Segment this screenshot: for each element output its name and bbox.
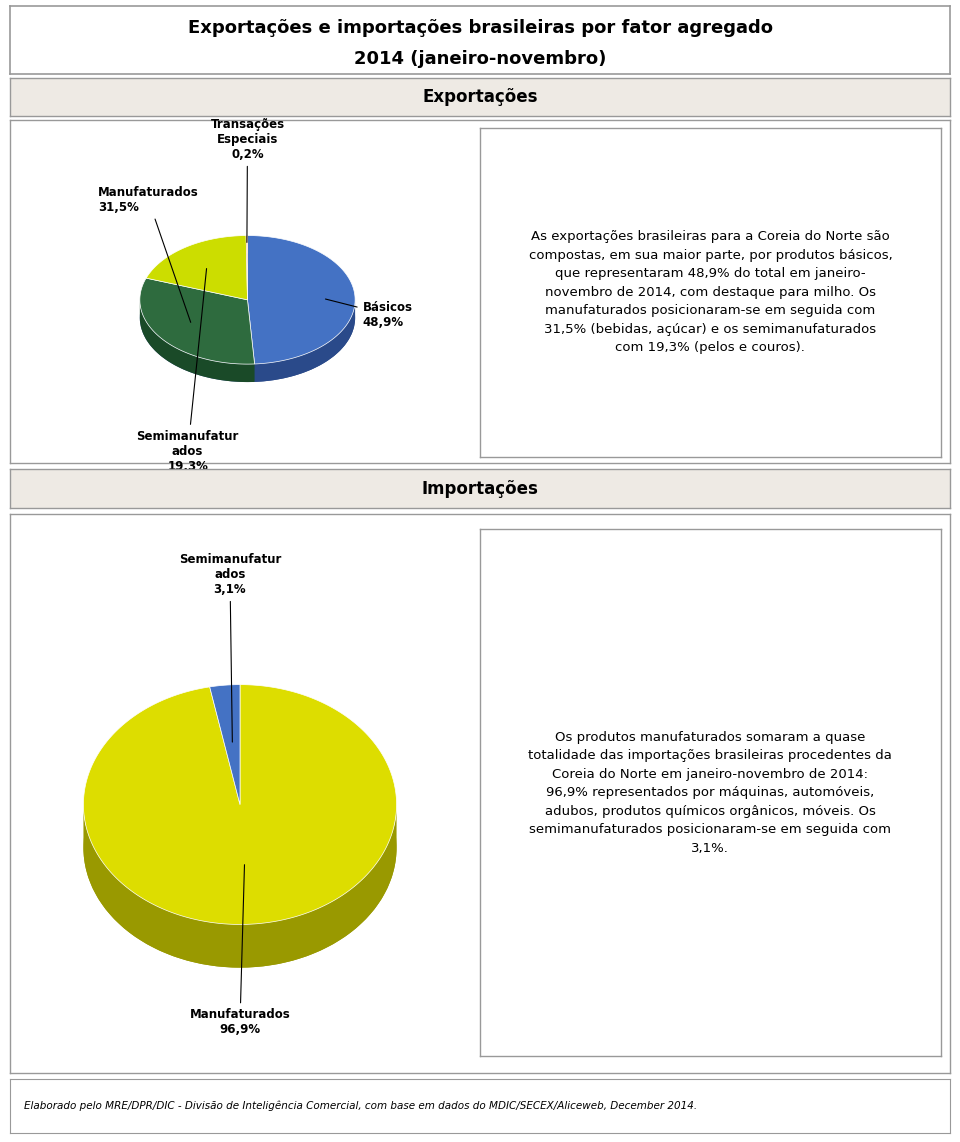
- Ellipse shape: [84, 727, 396, 967]
- Text: Básicos
48,9%: Básicos 48,9%: [325, 299, 413, 329]
- Text: Manufaturados
96,9%: Manufaturados 96,9%: [190, 864, 290, 1037]
- Text: 2014 (janeiro-novembro): 2014 (janeiro-novembro): [354, 50, 606, 69]
- Text: Transações
Especiais
0,2%: Transações Especiais 0,2%: [210, 118, 284, 242]
- Text: Semimanufatur
ados
19,3%: Semimanufatur ados 19,3%: [136, 268, 239, 473]
- Text: As exportações brasileiras para a Coreia do Norte são
compostas, em sua maior pa: As exportações brasileiras para a Coreia…: [529, 231, 892, 354]
- Polygon shape: [140, 279, 254, 364]
- Text: Exportações e importações brasileiras por fator agregado: Exportações e importações brasileiras po…: [187, 18, 773, 37]
- Text: Elaborado pelo MRE/DPR/DIC - Divisão de Inteligência Comercial, com base em dado: Elaborado pelo MRE/DPR/DIC - Divisão de …: [24, 1101, 697, 1111]
- Ellipse shape: [140, 254, 355, 383]
- Text: Manufaturados
31,5%: Manufaturados 31,5%: [98, 186, 199, 322]
- Polygon shape: [140, 299, 254, 383]
- Polygon shape: [146, 235, 248, 300]
- Polygon shape: [246, 235, 248, 300]
- Polygon shape: [254, 299, 355, 381]
- Text: Importações: Importações: [421, 480, 539, 498]
- Polygon shape: [84, 685, 396, 924]
- Text: Os produtos manufaturados somaram a quase
totalidade das importações brasileiras: Os produtos manufaturados somaram a quas…: [528, 731, 893, 854]
- Text: Semimanufatur
ados
3,1%: Semimanufatur ados 3,1%: [179, 553, 281, 742]
- Text: Exportações: Exportações: [422, 88, 538, 106]
- Polygon shape: [84, 803, 396, 967]
- Polygon shape: [248, 235, 355, 364]
- Polygon shape: [209, 685, 240, 804]
